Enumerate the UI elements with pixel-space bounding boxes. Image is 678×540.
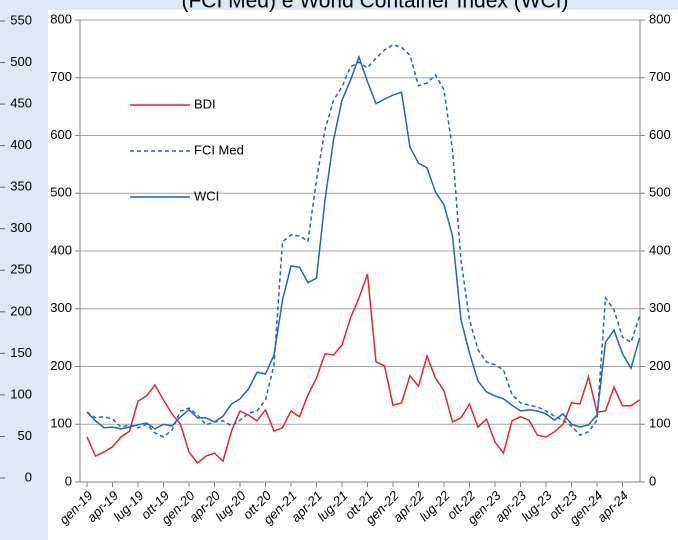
y2-tick-label: 200 [649,358,671,373]
y-tick-label: 200 [50,358,72,373]
bg-tick-label: 50 [18,428,32,443]
series-line [86,273,640,465]
bg-tick-label: 450 [10,96,32,111]
bg-tick-label: 300 [10,220,32,235]
y-tick-label: 300 [50,300,72,315]
y2-tick-label: 400 [649,242,671,257]
bg-tick-label: 100 [10,386,32,401]
y-tick-label: 700 [50,69,72,84]
bg-tick-label: 200 [10,303,32,318]
y2-tick-label: 0 [649,473,656,488]
plot-panel [48,10,678,540]
bg-tick-label: 350 [10,179,32,194]
y2-tick-label: 300 [649,300,671,315]
y2-tick-label: 500 [649,185,671,200]
bg-tick-label: 550 [10,12,32,27]
legend-label: BDI [194,96,216,111]
y-tick-label: 100 [50,416,72,431]
y-tick-label: 800 [50,11,72,26]
bg-tick-label: 500 [10,54,32,69]
bg-tick-label: 150 [10,345,32,360]
y-tick-label: 0 [65,473,72,488]
y-tick-label: 600 [50,127,72,142]
y2-tick-label: 800 [649,11,671,26]
legend-label: FCI Med [194,142,244,157]
y-tick-label: 400 [50,242,72,257]
bg-tick-label: 400 [10,137,32,152]
bg-tick-label: 250 [10,262,32,277]
y-tick-label: 500 [50,185,72,200]
y2-tick-label: 100 [649,416,671,431]
chart-title: (FCI Med) e World Container Index (WCI) [181,0,568,13]
bg-tick-label: 0 [25,469,32,484]
legend-label: WCI [194,188,219,203]
series-line [86,44,641,438]
y2-tick-label: 600 [649,127,671,142]
y2-tick-label: 700 [649,69,671,84]
series-line [86,54,641,430]
